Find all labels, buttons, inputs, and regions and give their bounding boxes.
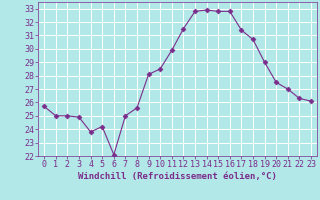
X-axis label: Windchill (Refroidissement éolien,°C): Windchill (Refroidissement éolien,°C) [78, 172, 277, 181]
